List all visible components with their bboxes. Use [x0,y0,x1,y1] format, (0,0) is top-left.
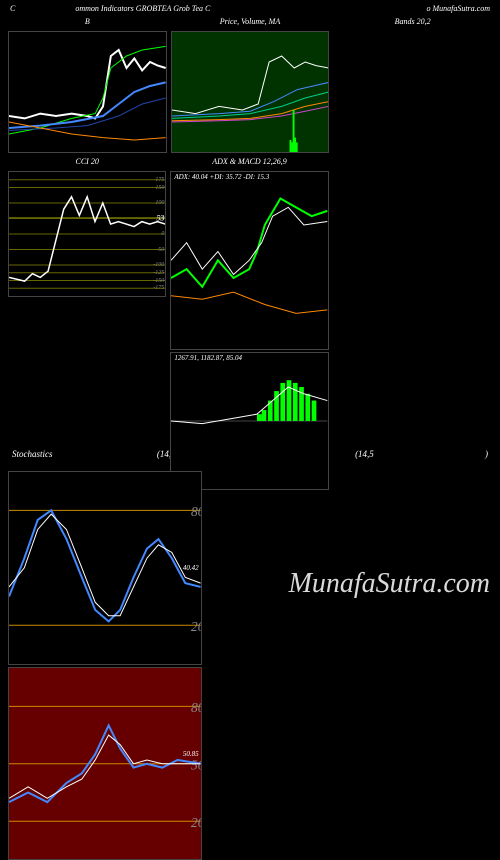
panel-cci: CCI 20 -175-150-125-100-5005010015017553 [8,155,166,297]
svg-text:80: 80 [191,700,201,715]
panel-adx-title: ADX & MACD 12,26,9 [170,155,328,171]
chart-cci: -175-150-125-100-5005010015017553 [8,171,166,297]
adx-label: ADX: 40.04 +DI: 35.72 -DI: 15.3 [174,173,269,181]
row-3: 2080 40.42 205080 50.85 [0,471,500,631]
chart-bands [333,31,492,153]
svg-text:20: 20 [191,815,201,830]
macd-label: 1267.91, 1182.87, 85.04 [174,354,242,362]
panel-b: B [8,15,167,153]
panel-b-title: B [8,15,167,31]
chart-price-ma [171,31,330,153]
page-header: C ommon Indicators GROBTEA Grob Tea C o … [0,0,500,15]
svg-text:20: 20 [191,619,201,634]
panel-stochastics: 2080 40.42 205080 50.85 [8,471,202,631]
header-right: o MunafaSutra.com [426,4,490,13]
panel-bands-title: Bands 20,2 [333,15,492,31]
chart-b [8,31,167,153]
chart-stoch-a: 20 80 40.42 [8,471,202,665]
stoch-a-current: 40.42 [183,564,199,572]
si-title-right: ) [485,449,488,469]
panel-bands: Bands 20,2 [333,15,492,153]
chart-adx: ADX: 40.04 +DI: 35.72 -DI: 15.3 [170,171,328,350]
panel-si-empty [206,471,492,631]
panel-price-title: Price, Volume, MA [171,15,330,31]
header-center: ommon Indicators GROBTEA Grob Tea C [15,4,426,13]
row-1: B Price, Volume, MA Bands 20,2 [0,15,500,153]
chart-macd: 1267.91, 1182.87, 85.04 [170,352,328,490]
panel-cci-title: CCI 20 [8,155,166,171]
panel-price-ma: Price, Volume, MA [171,15,330,153]
svg-text:50: 50 [191,757,201,772]
panel-empty-1 [333,155,491,297]
row-2: CCI 20 -175-150-125-100-5005010015017553… [0,155,500,297]
stoch-title-left: Stochastics [12,449,53,469]
chart-stoch-b: 20 50 80 50.85 [8,667,202,860]
svg-text:80: 80 [191,504,201,519]
stoch-b-current: 50.85 [183,750,199,758]
si-title-mid: (14,5 [355,449,374,469]
panel-adx-macd: ADX & MACD 12,26,9 ADX: 40.04 +DI: 35.72… [170,155,328,297]
